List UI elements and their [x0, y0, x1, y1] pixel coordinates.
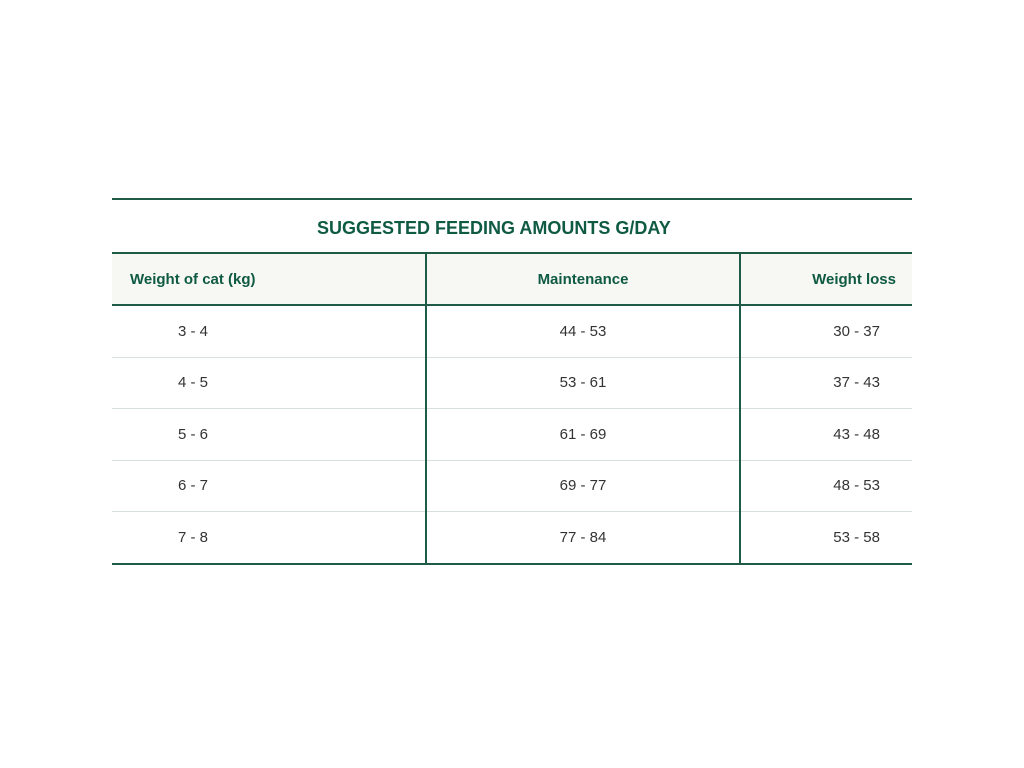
feeding-table: Weight of cat (kg) Maintenance Weight lo…	[112, 254, 912, 563]
cell-weight-loss: 30 - 37	[833, 322, 880, 340]
header-weight: Weight of cat (kg)	[112, 254, 426, 306]
table-row: 4 - 5 53 - 61 37 - 43	[112, 356, 912, 409]
cell-weight: 5 - 6	[112, 408, 426, 460]
cell-weight: 4 - 5	[112, 356, 426, 409]
table-row: 3 - 4 44 - 53 30 - 37	[112, 305, 912, 357]
table-title: SUGGESTED FEEDING AMOUNTS G/DAY	[112, 200, 912, 254]
cell-weight: 3 - 4	[178, 322, 209, 340]
cell-weight-loss: 53 - 58	[740, 511, 912, 563]
cell-maintenance: 61 - 69	[425, 408, 741, 460]
cell-weight-loss: 43 - 48	[740, 408, 912, 460]
cell-maintenance: 44 - 53	[425, 305, 741, 357]
cell-maintenance: 77 - 84	[425, 511, 741, 563]
cell-weight: 6 - 7	[112, 459, 426, 512]
cell-weight: 7 - 8	[112, 511, 426, 563]
header-weight-loss: Weight loss	[740, 254, 912, 306]
table-row: 5 - 6 61 - 69 43 - 48	[112, 408, 912, 460]
cell-maintenance: 53 - 61	[425, 356, 741, 409]
feeding-table-container: SUGGESTED FEEDING AMOUNTS G/DAY Weight o…	[112, 198, 912, 565]
header-maintenance: Maintenance	[425, 254, 741, 306]
table-header-row: Weight of cat (kg) Maintenance Weight lo…	[112, 254, 912, 306]
cell-weight-loss: 37 - 43	[740, 356, 912, 409]
table-row: 6 - 7 69 - 77 48 - 53	[112, 459, 912, 512]
table-row: 7 - 8 77 - 84 53 - 58	[112, 511, 912, 563]
cell-maintenance: 69 - 77	[425, 459, 741, 512]
cell-weight-loss: 48 - 53	[740, 459, 912, 512]
